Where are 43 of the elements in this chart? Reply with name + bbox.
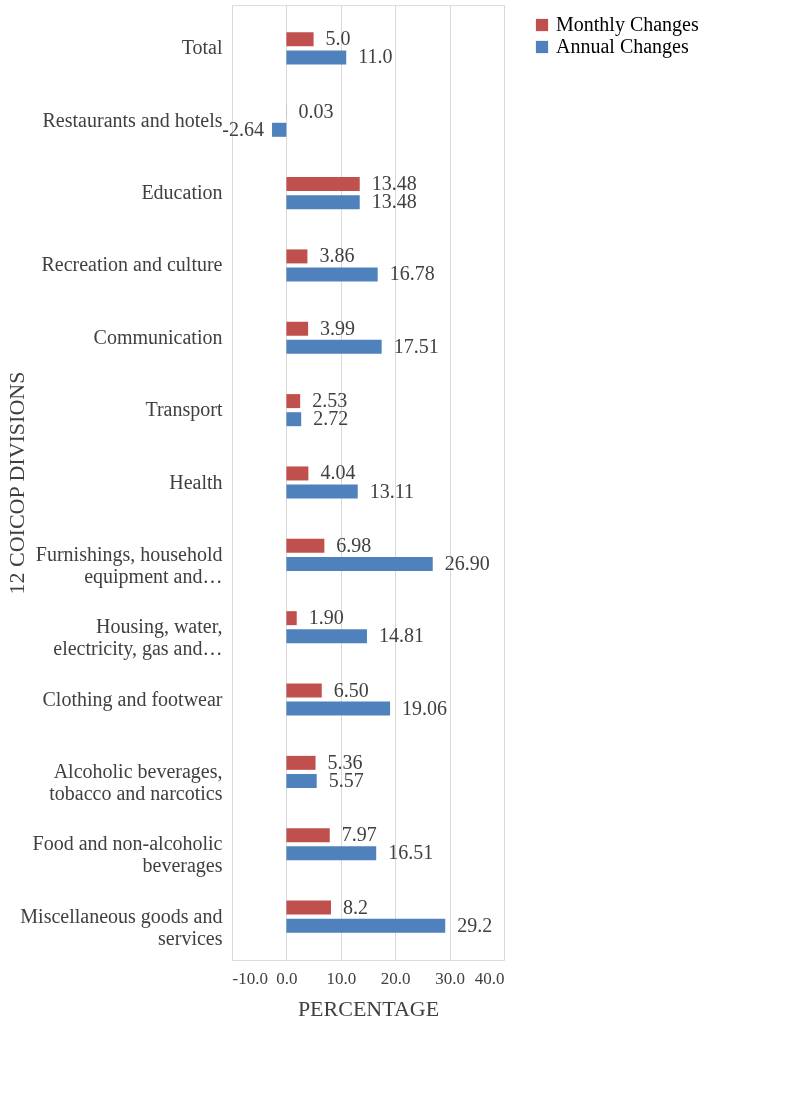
y-tick-label: Transport [145,398,223,422]
legend-label: Monthly Changes [556,13,699,36]
data-label: 4.04 [320,461,356,484]
data-label: 6.50 [333,678,369,701]
data-label: 13.11 [369,479,414,502]
legend-label: Annual Changes [556,35,689,58]
data-label: 16.78 [389,262,435,285]
y-tick-label: Communication [93,325,223,348]
x-tick-label: 20.0 [380,968,411,988]
data-label: 11.0 [358,45,393,68]
y-tick-label: Furnishings, household equipment and… [35,542,223,588]
data-label: 29.2 [457,913,493,936]
data-label: 3.99 [320,316,356,339]
x-tick-label: 10.0 [326,968,357,988]
x-tick-label: 0.0 [276,968,298,988]
data-label: 14.81 [378,624,424,647]
y-tick-label: Miscellaneous goods and services [20,904,223,949]
x-axis-title: PERCENTAGE [297,995,440,1021]
y-axis-title: 12 COICOP DIVISIONS [3,371,29,595]
data-label: 3.86 [319,244,355,267]
y-tick-label: Health [169,470,223,493]
data-label: 26.90 [444,551,490,574]
data-label: -2.64 [222,117,265,140]
data-label: 0.03 [298,99,334,122]
data-label: 6.98 [336,533,372,556]
y-tick-label: Total [181,36,223,59]
data-label: 8.2 [343,895,369,918]
y-tick-label: Alcoholic beverages, tobacco and narcotics [49,759,223,804]
y-tick-label: Restaurants and hotels [42,108,223,131]
y-tick-label: Education [141,181,223,204]
data-label: 1.90 [308,606,344,629]
data-label: 17.51 [393,334,439,357]
x-tick-label: 40.0 [474,968,505,988]
data-label: 7.97 [341,823,377,846]
y-tick-label: Housing, water, electricity, gas and… [53,615,223,661]
y-tick-label: Food and non-alcoholic beverages [32,832,223,878]
data-label: 19.06 [402,696,448,719]
y-tick-label: Recreation and culture [41,253,223,276]
data-label: 5.0 [325,27,351,50]
x-tick-label: 30.0 [435,968,465,988]
data-label: 16.51 [388,841,434,864]
x-tick-label: -10.0 [232,968,268,988]
y-tick-label: Clothing and footwear [42,687,223,711]
